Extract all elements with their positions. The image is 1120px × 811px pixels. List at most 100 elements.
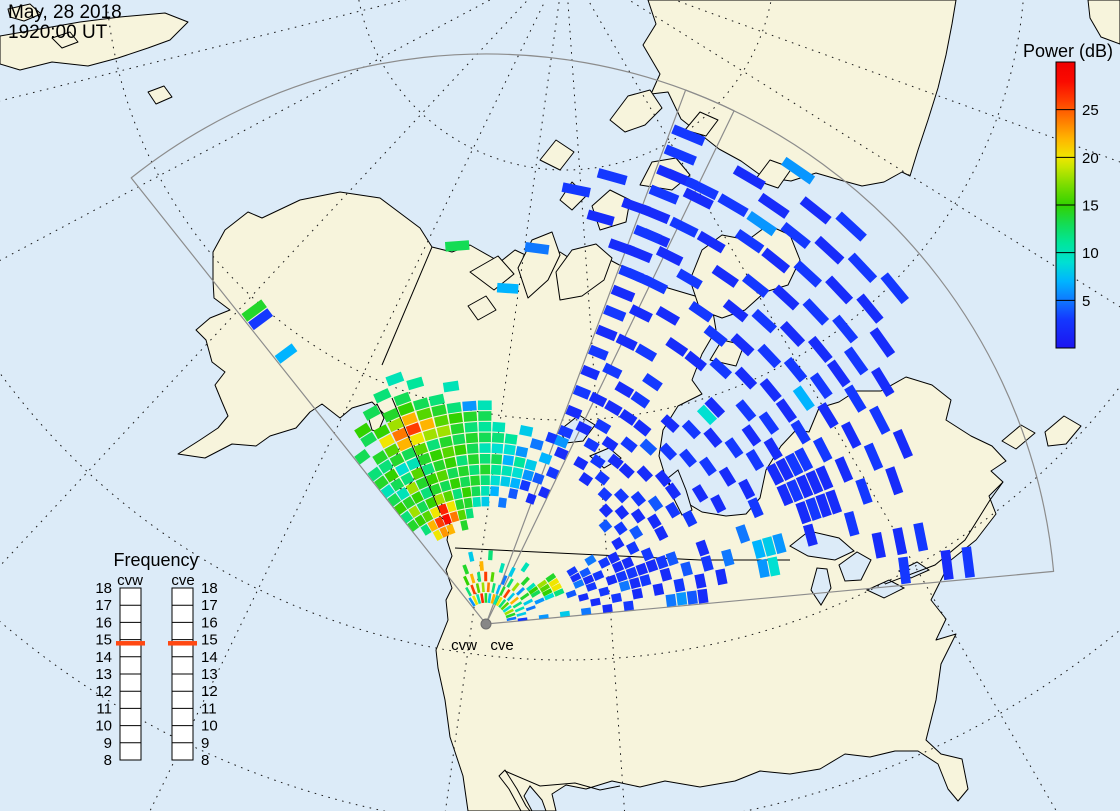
echo-cell-cvw (378, 433, 395, 449)
echo-cell-cve (499, 586, 506, 596)
echo-cell-cvw (400, 510, 414, 524)
echo-cell-cve (825, 275, 854, 305)
echo-cell-cve (892, 527, 908, 556)
echo-cell-cvw (454, 444, 467, 456)
frequency-panel-title: Frequency (113, 550, 198, 570)
graticule-meridian (0, 0, 529, 567)
graticule-meridian (673, 0, 1120, 163)
echo-cell-cvw (586, 209, 615, 227)
echo-cell-cve (835, 211, 867, 242)
fov-outline-cve (485, 89, 1055, 625)
echo-cell-cvw (373, 388, 392, 404)
frequency-tick-label: 18 (201, 580, 218, 597)
echo-cell-cvw (470, 475, 481, 486)
echo-cell-cve (543, 592, 555, 601)
echo-cell-cvw (421, 462, 435, 476)
echo-cell-cve (623, 600, 634, 611)
echo-cell-cvw (467, 454, 480, 465)
echo-cell-cve (815, 465, 834, 491)
echo-cell-cvw (484, 593, 488, 603)
echo-cell-cvw (465, 508, 474, 519)
frequency-tick-label: 9 (104, 735, 112, 752)
radar-fov-outlines (130, 53, 1055, 625)
echo-cell-cvw (462, 564, 470, 575)
colorbar-tick-label: 5 (1082, 293, 1090, 310)
echo-cell-cvw (486, 582, 491, 593)
border-alaska-yukon (381, 246, 433, 366)
echo-cell-cvw (392, 427, 408, 442)
echo-cell-cve (663, 144, 697, 166)
echo-cell-cvw (422, 428, 438, 442)
echo-cell-cve (578, 472, 594, 487)
island (684, 111, 719, 137)
echo-cell-cve (855, 477, 873, 505)
echo-cell-cve (795, 474, 814, 499)
echo-cell-cvw (465, 432, 479, 444)
echo-cell-cvw (511, 467, 524, 479)
echo-cell-cvw (491, 454, 503, 465)
echo-cell-cve (575, 420, 592, 436)
echo-cell-cve (584, 554, 597, 567)
island (609, 89, 663, 133)
echo-cell-cve (783, 356, 808, 383)
echo-cell-cvw (484, 571, 488, 582)
peninsula-baja (498, 769, 531, 811)
echo-cell-cvw (503, 444, 516, 456)
echo-cell-cvw (596, 168, 628, 186)
echo-cell-cve (539, 583, 551, 593)
echo-cell-cve (844, 384, 867, 413)
echo-cell-cvw (466, 443, 479, 454)
echo-cell-cvw (446, 523, 456, 536)
echo-cell-cve (775, 457, 794, 482)
echo-cell-cve (741, 424, 762, 447)
island (7, 3, 42, 22)
echo-cell-cve (601, 436, 619, 452)
echo-cell-cve (681, 419, 702, 440)
frequency-column-label-cve: cve (171, 572, 194, 589)
echo-cell-cvw (490, 593, 496, 604)
echo-cell-cve (776, 483, 794, 507)
echo-cell-cve (640, 204, 671, 225)
echo-cell-cvw (395, 462, 410, 477)
frequency-tick-label: 12 (95, 683, 112, 700)
echo-cell-cvw (501, 465, 513, 477)
echo-cell-cvw (385, 371, 405, 387)
frequency-tick-label: 16 (95, 614, 112, 631)
echo-cell-cvw (431, 404, 447, 417)
echo-cell-cve (767, 556, 781, 577)
echo-cell-cve (509, 596, 519, 605)
echo-cell-cve (843, 346, 869, 376)
colorbar-tick-label: 15 (1082, 198, 1099, 215)
echo-cell-cvw (439, 526, 450, 538)
echo-cell-cve (519, 592, 530, 601)
echo-cell-cvw (410, 467, 425, 481)
echo-cell-cve (757, 343, 782, 369)
echo-cell-cve (565, 404, 583, 420)
echo-cell-cvw (477, 400, 492, 411)
echo-cell-cvw (487, 550, 493, 561)
echo-cell-cve (642, 372, 663, 392)
echo-cell-cve (598, 519, 613, 533)
echo-cell-cve (604, 399, 623, 417)
echo-cell-cvw (478, 411, 492, 421)
echo-cell-cvw (480, 475, 490, 486)
echo-cell-cve (652, 583, 665, 596)
echo-cell-cve (745, 449, 765, 472)
echo-cell-cve (676, 592, 688, 606)
echo-cell-cvw (449, 511, 460, 523)
echo-cell-cvw (491, 443, 504, 454)
echo-cell-cve (615, 333, 638, 351)
echo-cell-cvw (413, 442, 429, 456)
echo-cell-cve (626, 541, 640, 555)
island (539, 139, 575, 171)
echo-cell-cve (598, 556, 611, 569)
echo-cell-cvw (463, 497, 473, 509)
echo-cell-cve (565, 589, 577, 599)
echo-cell-cvw (401, 412, 418, 427)
echo-cell-cve (593, 418, 612, 435)
echo-cell-cve (631, 588, 644, 600)
echo-cell-cvw (475, 594, 482, 604)
echo-cell-cve (780, 221, 811, 249)
echo-cell-cve (585, 582, 598, 592)
